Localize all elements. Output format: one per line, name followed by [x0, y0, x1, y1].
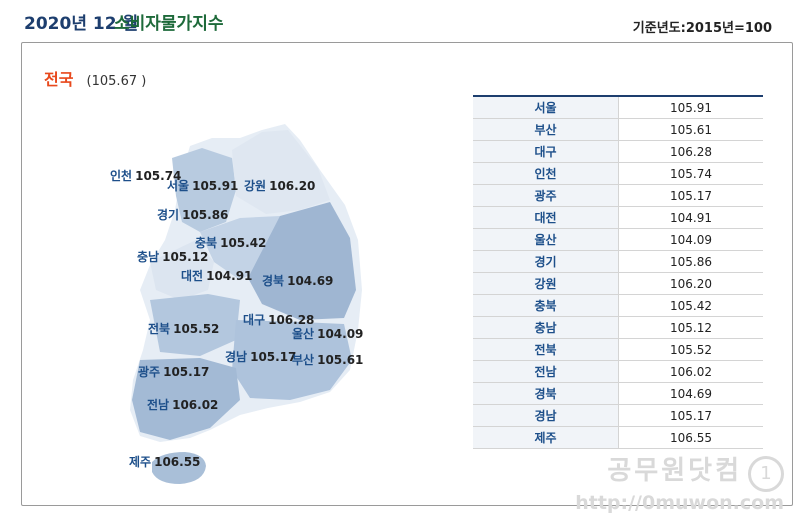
- row-value: 104.09: [618, 228, 763, 251]
- row-value: 105.86: [618, 250, 763, 273]
- map-label-jeonnam: 전남 106.02: [147, 398, 219, 412]
- map-label-busan: 부산 105.61: [292, 353, 364, 367]
- table-row: 인천 105.74: [473, 162, 763, 185]
- row-region: 경기: [473, 250, 619, 273]
- title-year-month: 2020년 12 월: [24, 14, 139, 34]
- watermark-url: http://0muwon.com: [575, 492, 784, 514]
- row-region: 전북: [473, 338, 619, 361]
- table-row: 서울 105.91: [473, 97, 763, 119]
- row-region: 울산: [473, 228, 619, 251]
- row-value: 105.12: [618, 316, 763, 339]
- row-region: 광주: [473, 184, 619, 207]
- map-label-gyeongnam: 경남 105.17: [225, 350, 297, 364]
- map-label-daejeon: 대전 104.91: [181, 269, 253, 283]
- watermark: 공무원닷컴 1 http://0muwon.com: [575, 450, 784, 514]
- map-label-incheon: 인천 105.74: [110, 169, 182, 183]
- row-region: 대전: [473, 206, 619, 229]
- watermark-name: 공무원닷컴: [607, 455, 742, 486]
- row-region: 대구: [473, 140, 619, 163]
- map-label-gyeonggi: 경기 105.86: [157, 208, 229, 222]
- row-value: 105.52: [618, 338, 763, 361]
- table-row: 대구 106.28: [473, 140, 763, 163]
- row-value: 104.69: [618, 382, 763, 405]
- row-value: 105.61: [618, 118, 763, 141]
- row-value: 106.02: [618, 360, 763, 383]
- table-row: 경기 105.86: [473, 250, 763, 273]
- national-value: (105.67 ): [86, 74, 147, 89]
- map-label-gyeongbuk: 경북 104.69: [262, 274, 334, 288]
- row-region: 충북: [473, 294, 619, 317]
- table-row: 전남 106.02: [473, 360, 763, 383]
- row-value: 105.17: [618, 184, 763, 207]
- row-value: 105.17: [618, 404, 763, 427]
- table-row: 전북 105.52: [473, 338, 763, 361]
- table-row: 울산 104.09: [473, 228, 763, 251]
- table-row: 경북 104.69: [473, 382, 763, 405]
- row-value: 106.20: [618, 272, 763, 295]
- map-label-gangwon: 강원 106.20: [244, 179, 316, 193]
- row-region: 서울: [473, 97, 619, 119]
- table-row: 광주 105.17: [473, 184, 763, 207]
- map-label-seoul: 서울 105.91: [167, 179, 239, 193]
- region-gyeongbuk: [248, 202, 356, 320]
- row-region: 부산: [473, 118, 619, 141]
- region-index-table: 서울 105.91 부산 105.61 대구 106.28 인천 105.74 광주 10…: [473, 95, 763, 449]
- row-region: 제주: [473, 426, 619, 449]
- title-bar: 2020년 12 월 소비자물가지수 기준년도:2015년=100: [0, 0, 802, 40]
- region-jeju: [152, 452, 206, 484]
- national-index: 전국 (105.67 ): [44, 66, 146, 90]
- row-region: 경남: [473, 404, 619, 427]
- table-row: 부산 105.61: [473, 118, 763, 141]
- map-label-jeju: 제주 106.55: [129, 455, 201, 469]
- page-title: 소비자물가지수: [114, 14, 224, 34]
- map-label-jeonbuk: 전북 105.52: [148, 322, 220, 336]
- region-chungnam: [150, 240, 214, 300]
- row-value: 104.91: [618, 206, 763, 229]
- region-gangwon: [232, 130, 330, 214]
- table-row: 경남 105.17: [473, 404, 763, 427]
- row-value: 105.91: [618, 97, 763, 119]
- row-value: 105.42: [618, 294, 763, 317]
- row-region: 충남: [473, 316, 619, 339]
- table-header-line: [473, 95, 763, 97]
- row-region: 강원: [473, 272, 619, 295]
- row-value: 106.55: [618, 426, 763, 449]
- table-row: 충북 105.42: [473, 294, 763, 317]
- base-year-note: 기준년도:2015년=100: [632, 21, 772, 36]
- row-region: 전남: [473, 360, 619, 383]
- map-label-chungbuk: 충북 105.42: [195, 236, 267, 250]
- map-label-chungnam: 충남 105.12: [137, 250, 209, 264]
- map-label-gwangju: 광주 105.17: [138, 365, 210, 379]
- table-row: 대전 104.91: [473, 206, 763, 229]
- region-chungbuk: [200, 216, 290, 280]
- national-label: 전국: [44, 70, 74, 89]
- map-label-daegu: 대구 106.28: [243, 313, 315, 327]
- row-region: 경북: [473, 382, 619, 405]
- table-row: 충남 105.12: [473, 316, 763, 339]
- row-region: 인천: [473, 162, 619, 185]
- row-value: 106.28: [618, 140, 763, 163]
- region-gyeonggi: [172, 148, 236, 232]
- region-jeonnam: [132, 358, 240, 440]
- map-label-ulsan: 울산 104.09: [292, 327, 364, 341]
- watermark-circle-icon: 1: [748, 456, 784, 492]
- row-value: 105.74: [618, 162, 763, 185]
- table-row: 제주 106.55: [473, 426, 763, 449]
- table-row: 강원 106.20: [473, 272, 763, 295]
- region-jeonbuk: [150, 294, 240, 356]
- region-gyeongnam: [232, 320, 352, 400]
